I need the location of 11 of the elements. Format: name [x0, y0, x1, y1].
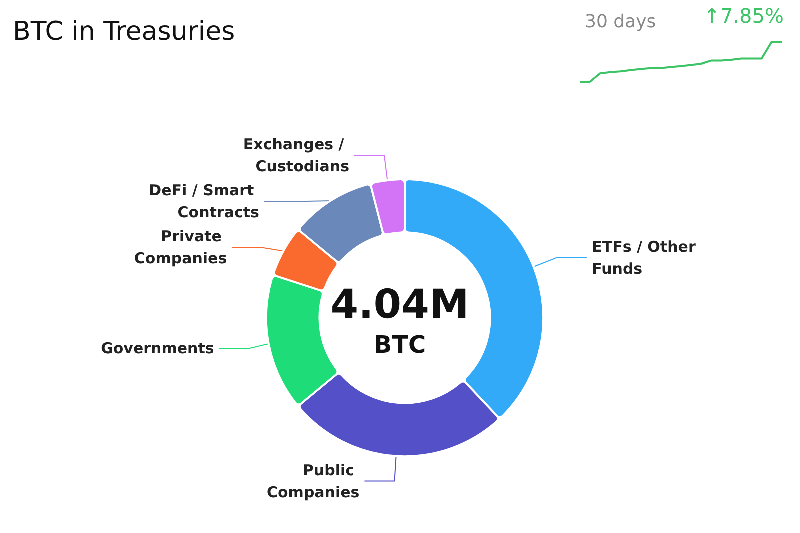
- chart-title: 30 days: [585, 12, 656, 32]
- text: BTC: [374, 331, 426, 359]
- chart-title: BTC in Treasuries: [13, 17, 236, 47]
- slice-label: Exchanges / Custodians: [243, 136, 350, 176]
- slice-label: DeFi / Smart Contracts: [149, 182, 260, 222]
- slice-label: Private Companies: [134, 228, 228, 268]
- slice-label: ETFs / Other Funds: [592, 238, 702, 278]
- text: ↑7.85%: [704, 4, 784, 28]
- slice-label: Public Companies: [266, 461, 360, 502]
- slice-label: Governments: [101, 340, 214, 358]
- text: 4.04M: [330, 282, 470, 328]
